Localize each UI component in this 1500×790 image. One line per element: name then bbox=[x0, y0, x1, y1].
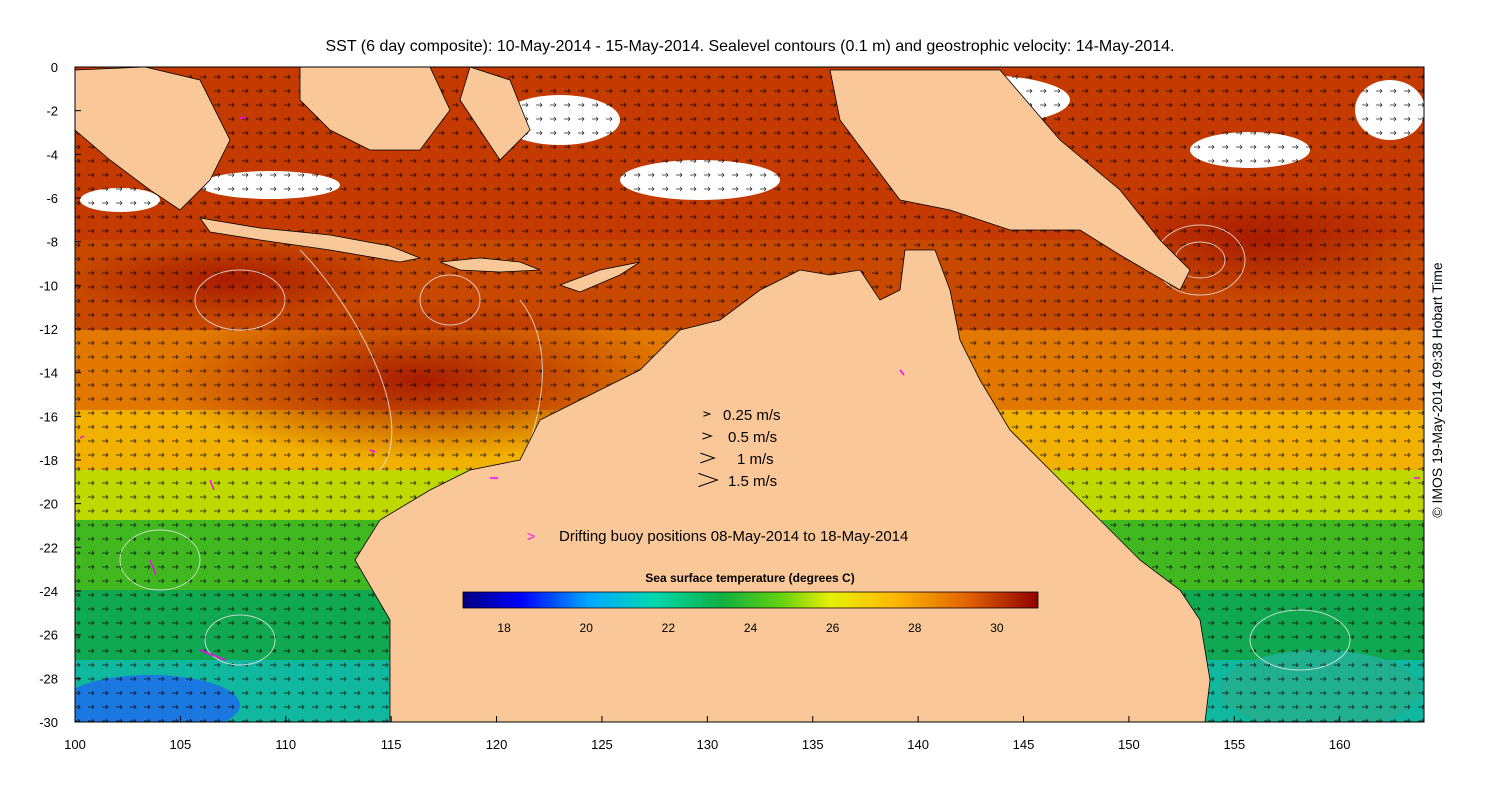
y-tick-label: -6 bbox=[46, 191, 58, 206]
y-tick-label: -24 bbox=[39, 584, 58, 599]
y-tick-label: -18 bbox=[39, 453, 58, 468]
colorbar-tick-label: 18 bbox=[497, 621, 511, 635]
x-tick-label: 140 bbox=[907, 737, 929, 752]
sumatra-land bbox=[75, 67, 231, 211]
map-axes: 100 105 110 115 120 125 130 135 140 145 150 155 160 0… bbox=[39, 60, 1350, 752]
buoy-legend: > Drifting buoy positions 08-May-2014 to… bbox=[527, 528, 908, 545]
y-tick-label: 0 bbox=[51, 60, 58, 75]
map-title: SST (6 day composite): 10-May-2014 - 15-… bbox=[325, 38, 1175, 55]
colorbar-gradient bbox=[462, 591, 1039, 609]
x-tick-label: 135 bbox=[802, 737, 824, 752]
buoy-marker-icon: > bbox=[527, 528, 535, 544]
y-tick-label: -28 bbox=[39, 671, 58, 686]
colorbar-tick-label: 26 bbox=[826, 621, 840, 635]
y-tick-label: -4 bbox=[46, 147, 58, 162]
drifting-buoy-tracks bbox=[79, 117, 1420, 661]
y-tick-label: -26 bbox=[39, 628, 58, 643]
colorbar-tick-label: 30 bbox=[990, 621, 1004, 635]
y-tick-label: -2 bbox=[46, 104, 58, 119]
x-tick-label: 125 bbox=[591, 737, 613, 752]
colorbar-title: Sea surface temperature (degrees C) bbox=[645, 571, 854, 585]
y-tick-label: -12 bbox=[39, 322, 58, 337]
timor-land bbox=[558, 261, 641, 293]
map-field bbox=[75, 67, 1424, 722]
x-tick-label: 160 bbox=[1329, 737, 1351, 752]
colorbar-tick-label: 24 bbox=[744, 621, 758, 635]
new-guinea-land bbox=[829, 69, 1191, 291]
y-tick-label: -30 bbox=[39, 715, 58, 730]
sulawesi-land bbox=[459, 67, 531, 161]
colorbar-tick-label: 22 bbox=[662, 621, 676, 635]
velocity-legend-arrow-icon bbox=[703, 411, 712, 417]
velocity-legend: 0.25 m/s 0.5 m/s 1 m/s 1.5 m/s bbox=[698, 407, 781, 490]
x-tick-label: 150 bbox=[1118, 737, 1140, 752]
y-tick-label: -16 bbox=[39, 409, 58, 424]
velocity-legend-arrow-icon bbox=[700, 452, 716, 464]
borneo-land bbox=[299, 67, 451, 151]
y-tick-label: -10 bbox=[39, 278, 58, 293]
java-land bbox=[199, 217, 422, 263]
y-tick-label: -22 bbox=[39, 540, 58, 555]
sst-colorbar: Sea surface temperature (degrees C) 18 20… bbox=[462, 571, 1039, 635]
x-tick-label: 130 bbox=[696, 737, 718, 752]
velocity-legend-label-0: 0.25 m/s bbox=[723, 407, 781, 424]
nusa-tenggara-land bbox=[439, 257, 541, 273]
x-tick-label: 155 bbox=[1223, 737, 1245, 752]
x-tick-label: 105 bbox=[170, 737, 192, 752]
velocity-legend-label-1: 0.5 m/s bbox=[728, 429, 777, 446]
x-tick-label: 115 bbox=[381, 737, 402, 752]
velocity-legend-label-2: 1 m/s bbox=[737, 451, 774, 468]
colorbar-tick-label: 20 bbox=[580, 621, 594, 635]
y-tick-label: -8 bbox=[46, 235, 58, 250]
y-tick-label: -20 bbox=[39, 497, 58, 512]
buoy-legend-label: Drifting buoy positions 08-May-2014 to 1… bbox=[559, 528, 908, 545]
velocity-legend-label-3: 1.5 m/s bbox=[728, 473, 777, 490]
velocity-legend-arrow-icon bbox=[702, 432, 713, 440]
y-tick-label: -14 bbox=[39, 366, 58, 381]
x-tick-label: 120 bbox=[486, 737, 508, 752]
x-tick-label: 145 bbox=[1013, 737, 1035, 752]
velocity-legend-arrow-icon bbox=[698, 472, 719, 488]
x-tick-label: 100 bbox=[64, 737, 86, 752]
colorbar-tick-label: 28 bbox=[908, 621, 922, 635]
plot-frame bbox=[74, 66, 1425, 723]
x-tick-label: 110 bbox=[275, 737, 296, 752]
